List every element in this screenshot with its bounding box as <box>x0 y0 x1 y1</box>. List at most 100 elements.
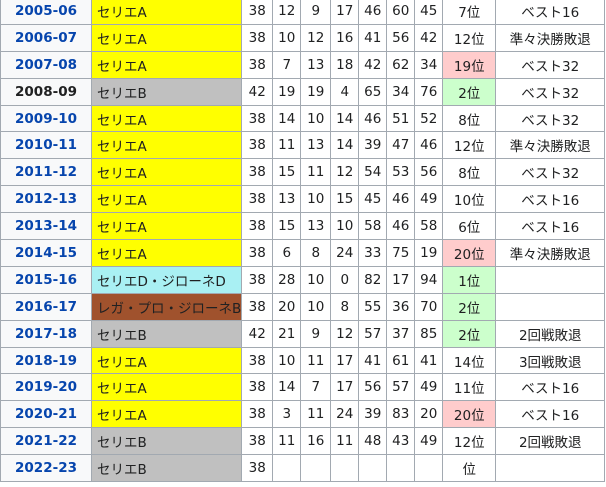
league-cell: セリエB <box>90 319 243 348</box>
played-cell: 38 <box>241 185 274 214</box>
goals-against-cell: 57 <box>386 373 416 402</box>
won-cell: 13 <box>272 185 302 214</box>
goals-against-cell: 53 <box>386 158 416 187</box>
cup-result-cell: ベスト32 <box>495 158 606 187</box>
season-cell[interactable]: 2021-22 <box>0 427 92 456</box>
season-cell: 2008-09 <box>0 77 92 106</box>
played-cell: 38 <box>241 427 274 456</box>
won-cell <box>272 454 302 483</box>
table-row: 2021-22 セリエB 38 11 16 11 48 43 49 12位 2回戦敗退 <box>0 427 606 456</box>
cup-result-cell: 2回戦敗退 <box>495 427 606 456</box>
drawn-cell: 9 <box>300 319 332 348</box>
goals-against-cell: 51 <box>386 104 416 133</box>
drawn-cell: 12 <box>300 23 332 52</box>
rank-cell: 8位 <box>442 104 497 133</box>
played-cell: 38 <box>241 131 274 160</box>
won-cell: 14 <box>272 373 302 402</box>
lost-cell: 10 <box>330 212 360 241</box>
points-cell: 52 <box>414 104 444 133</box>
played-cell: 38 <box>241 158 274 187</box>
lost-cell: 12 <box>330 158 360 187</box>
played-cell: 38 <box>241 373 274 402</box>
won-cell: 21 <box>272 319 302 348</box>
won-cell: 10 <box>272 23 302 52</box>
season-cell[interactable]: 2007-08 <box>0 50 92 79</box>
won-cell: 19 <box>272 77 302 106</box>
won-cell: 10 <box>272 346 302 375</box>
points-cell: 85 <box>414 319 444 348</box>
rank-cell: 8位 <box>442 158 497 187</box>
rank-cell: 10位 <box>442 185 497 214</box>
table-row: 2022-23 セリエB 38 位 <box>0 454 606 483</box>
cup-result-cell <box>495 292 606 321</box>
played-cell: 38 <box>241 50 274 79</box>
season-cell[interactable]: 2017-18 <box>0 319 92 348</box>
won-cell: 15 <box>272 212 302 241</box>
played-cell: 38 <box>241 346 274 375</box>
goals-for-cell: 45 <box>358 185 388 214</box>
points-cell: 45 <box>414 0 444 25</box>
lost-cell: 11 <box>330 427 360 456</box>
played-cell: 38 <box>241 0 274 25</box>
cup-result-cell <box>495 454 606 483</box>
season-cell[interactable]: 2020-21 <box>0 400 92 429</box>
points-cell: 42 <box>414 23 444 52</box>
season-cell[interactable]: 2011-12 <box>0 158 92 187</box>
drawn-cell: 10 <box>300 104 332 133</box>
lost-cell: 24 <box>330 239 360 267</box>
goals-for-cell: 41 <box>358 23 388 52</box>
season-cell[interactable]: 2005-06 <box>0 0 92 25</box>
points-cell: 70 <box>414 292 444 321</box>
won-cell: 28 <box>272 265 302 294</box>
goals-for-cell: 58 <box>358 212 388 241</box>
rank-cell: 12位 <box>442 23 497 52</box>
goals-for-cell: 56 <box>358 373 388 402</box>
season-cell[interactable]: 2016-17 <box>0 292 92 321</box>
rank-cell: 2位 <box>442 319 497 348</box>
goals-against-cell: 37 <box>386 319 416 348</box>
league-cell: セリエA <box>90 400 243 429</box>
table-row: 2005-06 セリエA 38 12 9 17 46 60 45 7位 ベスト16 <box>0 0 606 25</box>
played-cell: 42 <box>241 77 274 106</box>
drawn-cell: 11 <box>300 400 332 429</box>
drawn-cell: 10 <box>300 185 332 214</box>
cup-result-cell: ベスト16 <box>495 400 606 429</box>
table-row: 2017-18 セリエB 42 21 9 12 57 37 85 2位 2回戦敗退 <box>0 319 606 348</box>
season-cell[interactable]: 2010-11 <box>0 131 92 160</box>
goals-against-cell: 62 <box>386 50 416 79</box>
goals-against-cell: 36 <box>386 292 416 321</box>
lost-cell: 17 <box>330 0 360 25</box>
goals-against-cell: 75 <box>386 239 416 267</box>
cup-result-cell: 2回戦敗退 <box>495 319 606 348</box>
season-cell[interactable]: 2009-10 <box>0 104 92 133</box>
played-cell: 38 <box>241 23 274 52</box>
season-cell[interactable]: 2014-15 <box>0 239 92 267</box>
played-cell: 38 <box>241 212 274 241</box>
points-cell: 20 <box>414 400 444 429</box>
won-cell: 12 <box>272 0 302 25</box>
season-cell[interactable]: 2015-16 <box>0 265 92 294</box>
points-cell: 76 <box>414 77 444 106</box>
rank-cell: 11位 <box>442 373 497 402</box>
season-cell[interactable]: 2018-19 <box>0 346 92 375</box>
lost-cell <box>330 454 360 483</box>
season-cell[interactable]: 2022-23 <box>0 454 92 483</box>
season-cell[interactable]: 2006-07 <box>0 23 92 52</box>
goals-for-cell: 54 <box>358 158 388 187</box>
season-cell[interactable]: 2013-14 <box>0 212 92 241</box>
cup-result-cell: ベスト16 <box>495 0 606 25</box>
league-cell: レガ・プロ・ジローネB <box>90 292 243 321</box>
drawn-cell: 10 <box>300 292 332 321</box>
season-cell[interactable]: 2012-13 <box>0 185 92 214</box>
goals-for-cell: 57 <box>358 319 388 348</box>
league-cell: セリエA <box>90 185 243 214</box>
table-row: 2011-12 セリエA 38 15 11 12 54 53 56 8位 ベスト32 <box>0 158 606 187</box>
points-cell: 49 <box>414 185 444 214</box>
rank-cell: 20位 <box>442 239 497 267</box>
points-cell: 94 <box>414 265 444 294</box>
rank-cell: 位 <box>442 454 497 483</box>
lost-cell: 24 <box>330 400 360 429</box>
league-cell: セリエA <box>90 239 243 267</box>
season-cell[interactable]: 2019-20 <box>0 373 92 402</box>
